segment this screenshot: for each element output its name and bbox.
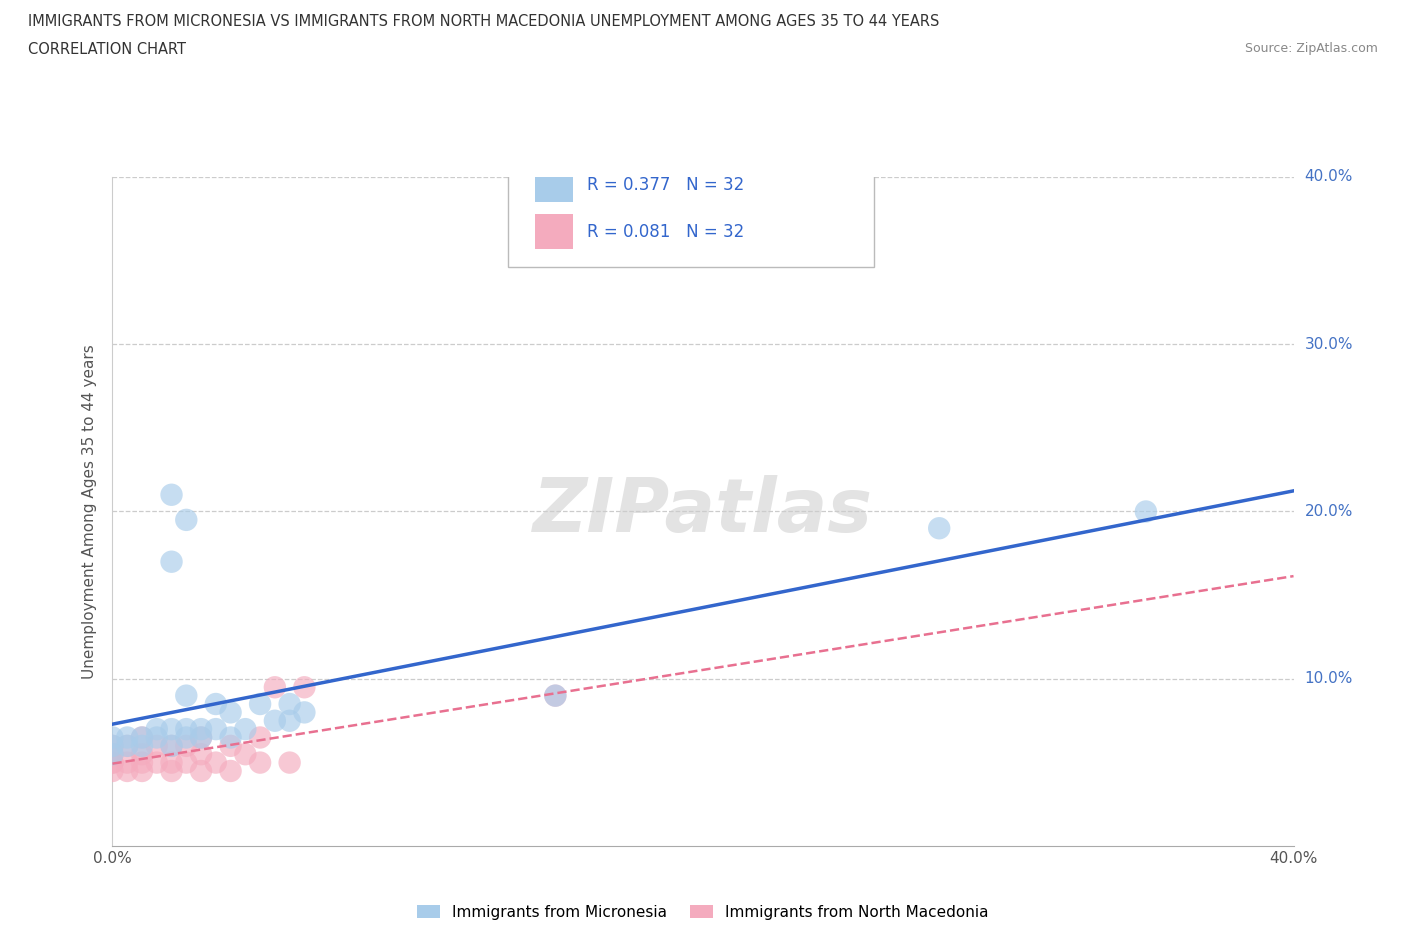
Text: IMMIGRANTS FROM MICRONESIA VS IMMIGRANTS FROM NORTH MACEDONIA UNEMPLOYMENT AMONG: IMMIGRANTS FROM MICRONESIA VS IMMIGRANTS… [28, 14, 939, 29]
Bar [536, 214, 574, 249]
Point [1135, 504, 1157, 519]
Point [146, 722, 169, 737]
Text: R = 0.377   N = 32: R = 0.377 N = 32 [588, 176, 745, 193]
Point [190, 722, 212, 737]
Point [278, 755, 301, 770]
Point [101, 755, 124, 770]
Point [101, 747, 124, 762]
Point [131, 730, 153, 745]
Point [928, 521, 950, 536]
Point [160, 487, 183, 502]
Point [249, 730, 271, 745]
Text: 30.0%: 30.0% [1305, 337, 1353, 352]
Point [174, 738, 197, 753]
Point [101, 755, 124, 770]
Point [190, 764, 212, 778]
Point [160, 755, 183, 770]
Point [205, 755, 228, 770]
Point [219, 705, 242, 720]
Point [117, 764, 138, 778]
Text: Source: ZipAtlas.com: Source: ZipAtlas.com [1244, 42, 1378, 55]
Point [205, 697, 228, 711]
Point [264, 680, 287, 695]
Point [174, 755, 197, 770]
Text: ZIPatlas: ZIPatlas [533, 475, 873, 548]
Point [117, 730, 138, 745]
Point [146, 755, 169, 770]
Point [292, 680, 315, 695]
Point [544, 688, 567, 703]
FancyBboxPatch shape [508, 153, 875, 267]
Point [174, 722, 197, 737]
Point [131, 738, 153, 753]
Point [233, 747, 256, 762]
Point [278, 713, 301, 728]
Y-axis label: Unemployment Among Ages 35 to 44 years: Unemployment Among Ages 35 to 44 years [82, 344, 97, 679]
Point [160, 722, 183, 737]
Point [146, 738, 169, 753]
Point [101, 730, 124, 745]
Point [101, 747, 124, 762]
Text: R = 0.081   N = 32: R = 0.081 N = 32 [588, 222, 745, 241]
Point [190, 730, 212, 745]
Point [174, 688, 197, 703]
Point [544, 688, 567, 703]
Point [174, 730, 197, 745]
Point [101, 738, 124, 753]
Point [292, 705, 315, 720]
Point [146, 730, 169, 745]
Point [131, 755, 153, 770]
Text: CORRELATION CHART: CORRELATION CHART [28, 42, 186, 57]
Point [160, 738, 183, 753]
Text: 40.0%: 40.0% [1305, 169, 1353, 184]
Point [264, 713, 287, 728]
Point [131, 747, 153, 762]
Point [249, 755, 271, 770]
Point [117, 738, 138, 753]
Point [117, 738, 138, 753]
Legend: Immigrants from Micronesia, Immigrants from North Macedonia: Immigrants from Micronesia, Immigrants f… [411, 898, 995, 925]
Point [249, 697, 271, 711]
Point [278, 697, 301, 711]
Point [219, 730, 242, 745]
Point [160, 738, 183, 753]
Point [219, 738, 242, 753]
Point [190, 730, 212, 745]
Bar [536, 167, 574, 202]
Point [117, 755, 138, 770]
Point [131, 730, 153, 745]
Point [101, 764, 124, 778]
Point [219, 764, 242, 778]
Point [101, 738, 124, 753]
Point [205, 722, 228, 737]
Point [131, 764, 153, 778]
Point [160, 554, 183, 569]
Point [174, 512, 197, 527]
Text: 20.0%: 20.0% [1305, 504, 1353, 519]
Point [160, 764, 183, 778]
Point [233, 722, 256, 737]
Point [190, 747, 212, 762]
Text: 10.0%: 10.0% [1305, 671, 1353, 686]
